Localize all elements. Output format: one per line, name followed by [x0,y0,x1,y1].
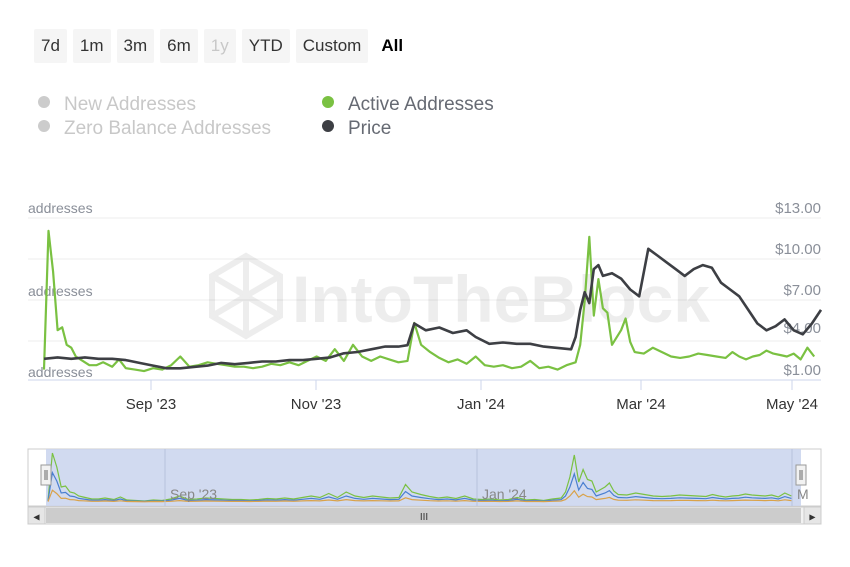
scroll-left-arrow-icon[interactable]: ◀ [33,513,40,522]
legend-label: Active Addresses [348,94,494,115]
navigator-left-handle[interactable] [40,464,52,486]
scrollbar-left-button[interactable]: ◀ [27,506,46,525]
range-button-custom[interactable]: Custom [295,29,369,63]
y-left-label: addresses [28,283,93,299]
legend-dot-icon [38,96,50,108]
y-left-label: addresses [28,200,93,216]
legend-label: Price [348,118,392,139]
legend-label: Zero Balance Addresses [64,118,272,139]
watermark: IntoTheBlock [209,252,710,340]
navigator-selection[interactable] [46,449,801,506]
y-right-tick: $1.00 [783,362,821,379]
navigator-series-line [47,489,792,503]
scrollbar-right-button[interactable]: ▶ [803,506,822,525]
scrollbar-thumb[interactable] [46,508,801,523]
y-left-label: addresses [28,364,93,380]
navigator[interactable]: Sep '23 Jan '24 M [27,448,822,507]
watermark-logo-icon [209,252,283,340]
y-right-tick: $7.00 [783,282,821,299]
range-button-1m[interactable]: 1m [72,29,111,63]
y-right-tick: $13.00 [775,200,821,217]
navigator-ticks: Sep '23 Jan '24 M [164,449,809,506]
scrollbar[interactable]: III ◀ ▶ [27,506,822,525]
range-button-1y[interactable]: 1y [203,29,236,63]
x-tick-label: Mar '24 [616,396,666,413]
legend-item-new-addresses[interactable]: New Addresses [38,94,196,116]
watermark-text: IntoTheBlock [292,262,710,336]
y-right-ticks: $13.00$10.00$7.00$4.00$1.00 [775,200,821,379]
x-ticks: Sep '23 Nov '23 Jan '24 Mar '24 May '24 [126,380,818,413]
grid-lines [28,217,821,381]
navigator-right-handle[interactable] [795,464,807,486]
scrollbar-grip[interactable]: III [420,512,428,523]
legend-dot-icon [38,120,50,132]
x-tick-label: Sep '23 [126,396,176,413]
series-line-price [43,247,823,370]
range-selector: 7d 1m 3m 6m 1y YTD Custom All [34,29,410,63]
navigator-series [47,452,792,503]
x-tick-label: Jan '24 [457,396,505,413]
series-lines [42,229,823,373]
legend-item-price[interactable]: Price [322,118,391,140]
legend-dot-icon [322,96,334,108]
navigator-tick-label: M [797,486,809,502]
legend-item-zero-balance-addresses[interactable]: Zero Balance Addresses [38,118,271,140]
legend-item-active-addresses[interactable]: Active Addresses [322,94,494,116]
range-button-6m[interactable]: 6m [160,29,198,63]
y-left-labels: addresses addresses addresses [28,200,93,380]
y-right-tick: $10.00 [775,241,821,258]
navigator-tick-label: Jan '24 [482,486,527,502]
x-tick-label: May '24 [766,396,818,413]
range-button-7d[interactable]: 7d [34,29,67,63]
legend-dot-icon [322,120,334,132]
series-line-active-addresses [42,229,816,373]
scroll-right-arrow-icon[interactable]: ▶ [809,513,816,522]
navigator-tick-label: Sep '23 [170,486,217,502]
range-button-all[interactable]: All [381,36,404,55]
range-button-ytd[interactable]: YTD [241,29,290,63]
range-button-3m[interactable]: 3m [116,29,155,63]
x-tick-label: Nov '23 [291,396,341,413]
legend-label: New Addresses [64,94,197,115]
